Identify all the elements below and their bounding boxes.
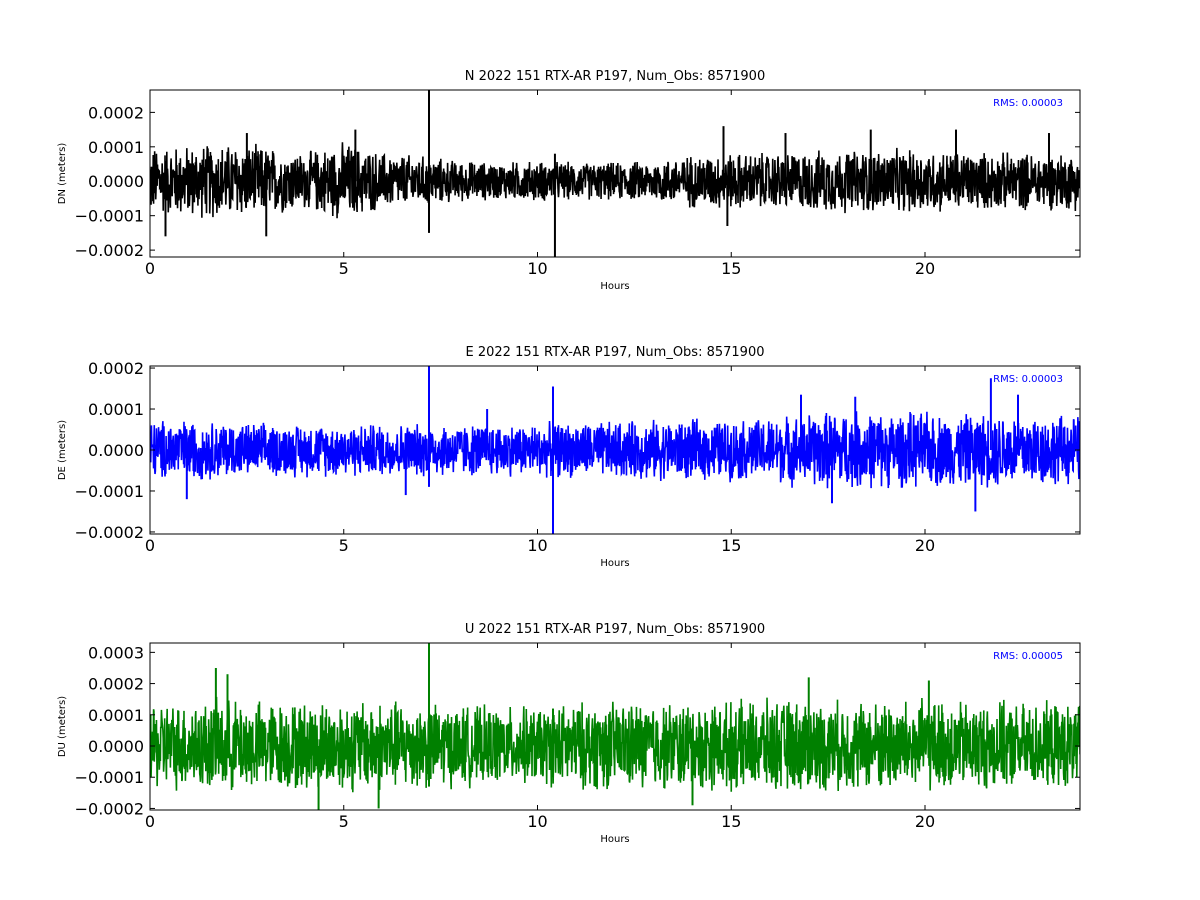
x-tick-label: 15 (721, 536, 741, 555)
y-tick-label: 0.0001 (88, 706, 144, 725)
x-tick-label: 10 (527, 536, 547, 555)
y-tick-label: −0.0002 (75, 523, 144, 542)
y-axis-label: DN (meters) (57, 143, 68, 205)
x-tick-label: 0 (145, 259, 155, 278)
x-tick-label: 20 (915, 536, 935, 555)
y-tick-label: −0.0001 (75, 207, 144, 226)
x-tick-label: 5 (339, 812, 349, 831)
x-axis-label: Hours (600, 834, 629, 845)
series-line (150, 411, 1080, 489)
y-tick-label: 0.0003 (88, 643, 144, 662)
rms-annotation: RMS: 0.00003 (993, 374, 1063, 385)
x-tick-label: 10 (527, 812, 547, 831)
axes-frame (149, 642, 1081, 811)
y-tick-label: 0.0000 (88, 441, 144, 460)
x-tick-label: 0 (145, 812, 155, 831)
x-axis-label: Hours (600, 281, 629, 292)
rms-annotation: RMS: 0.00003 (993, 98, 1063, 109)
subplot-u: 0 5 10 15 20 −0.0002 −0.0001 0.0000 0.0001 0.0002… (57, 622, 1081, 845)
subplot-title: E 2022 151 RTX-AR P197, Num_Obs: 8571900 (466, 345, 765, 360)
y-tick-label: −0.0001 (75, 768, 144, 787)
y-tick-label: 0.0001 (88, 400, 144, 419)
y-tick-label: 0.0000 (88, 737, 144, 756)
y-tick-label: −0.0002 (75, 241, 144, 260)
subplot-title: N 2022 151 RTX-AR P197, Num_Obs: 8571900 (465, 69, 765, 84)
series-line (150, 142, 1080, 219)
y-tick-label: 0.0002 (88, 103, 144, 122)
y-tick-label: −0.0002 (75, 799, 144, 818)
x-tick-label: 5 (339, 259, 349, 278)
subplot-title: U 2022 151 RTX-AR P197, Num_Obs: 8571900 (465, 622, 765, 637)
subplot-n: 0 5 10 15 20 −0.0002 −0.0001 0.0000 0.0001 0.0002… (57, 69, 1081, 292)
x-tick-label: 15 (721, 812, 741, 831)
y-tick-label: 0.0001 (88, 138, 144, 157)
y-tick-label: 0.0002 (88, 359, 144, 378)
rms-annotation: RMS: 0.00005 (993, 651, 1063, 662)
x-tick-label: 0 (145, 536, 155, 555)
x-tick-label: 20 (915, 812, 935, 831)
x-axis-label: Hours (600, 558, 629, 569)
x-tick-label: 15 (721, 259, 741, 278)
y-axis-label: DU (meters) (57, 696, 68, 757)
x-tick-label: 10 (527, 259, 547, 278)
x-tick-label: 20 (915, 259, 935, 278)
y-axis-label: DE (meters) (57, 420, 68, 480)
axes-frame (149, 89, 1081, 258)
y-tick-label: 0.0000 (88, 172, 144, 191)
y-tick-label: −0.0001 (75, 482, 144, 501)
subplot-e: 0 5 10 15 20 −0.0002 −0.0001 0.0000 0.0001 0.0002… (57, 345, 1081, 569)
series-line (150, 696, 1080, 793)
y-tick-label: 0.0002 (88, 675, 144, 694)
x-tick-label: 5 (339, 536, 349, 555)
